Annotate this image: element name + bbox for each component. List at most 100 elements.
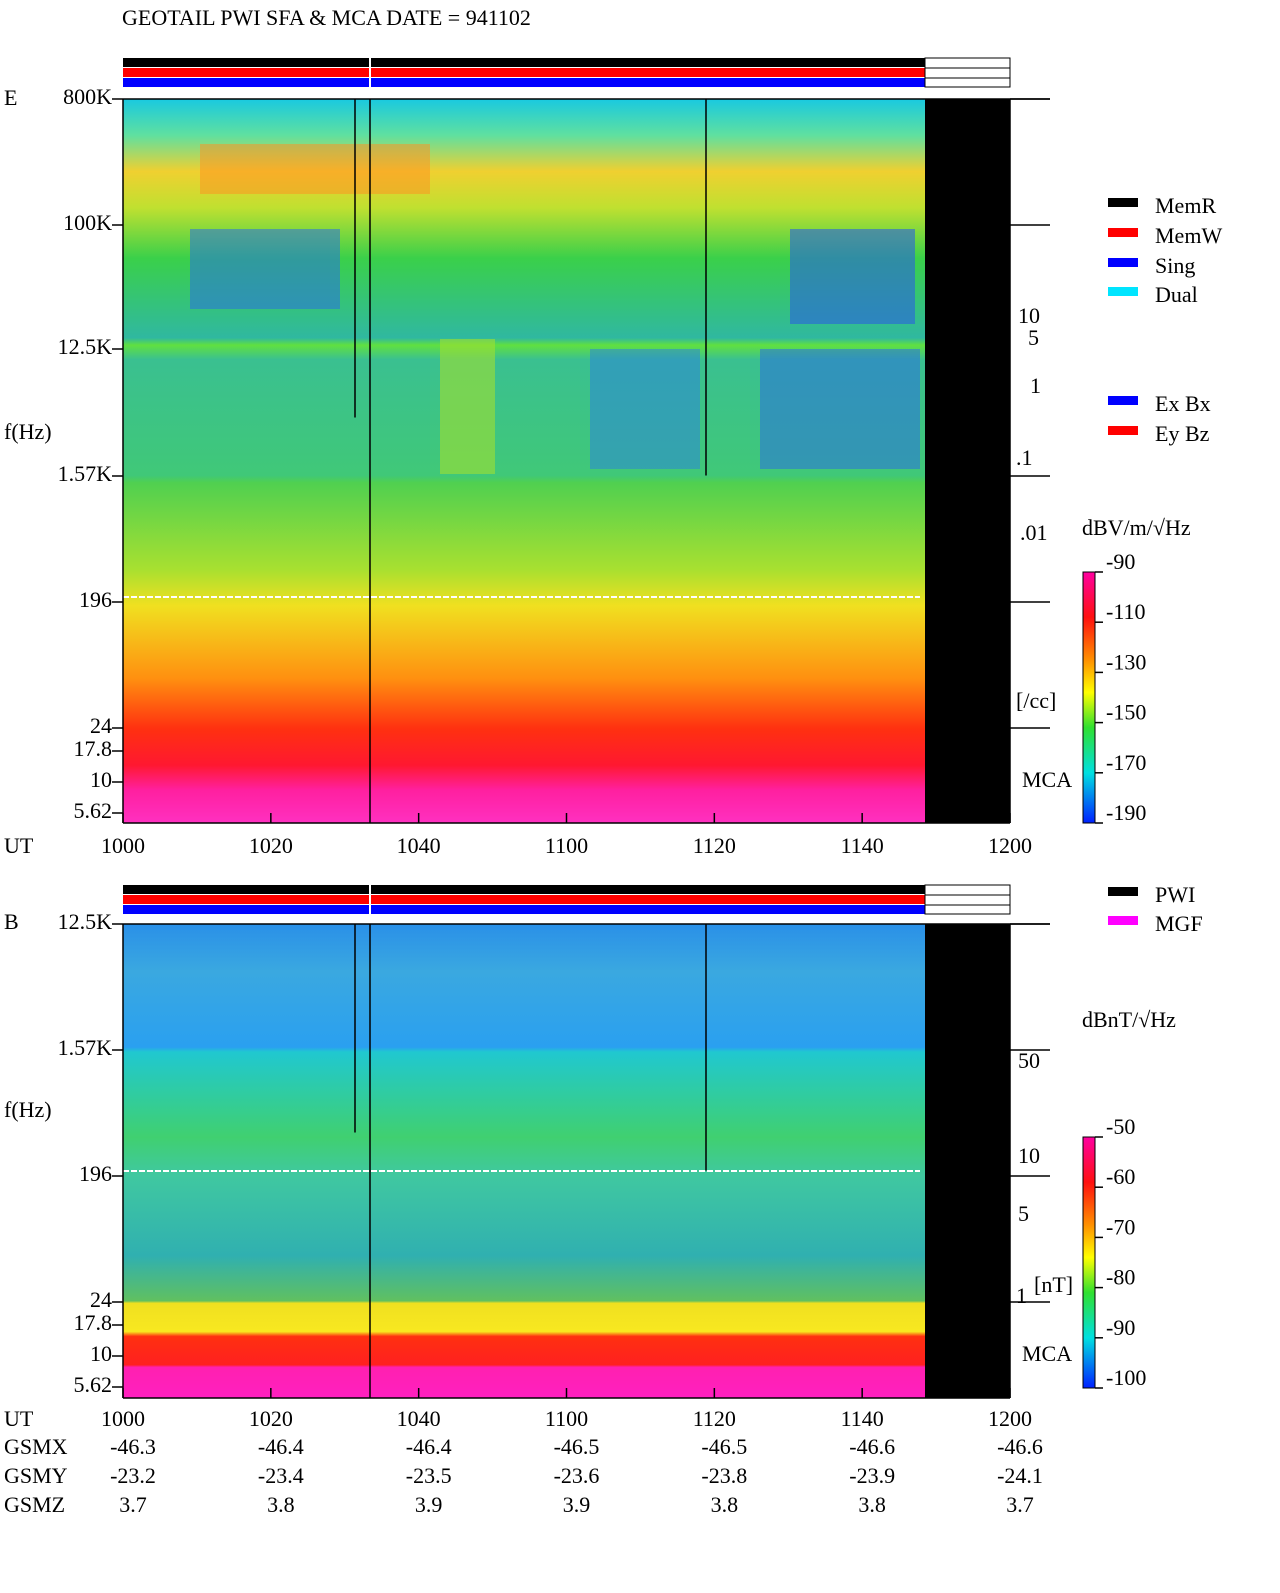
status-memory: [123, 58, 925, 67]
y-tick-label: 196: [79, 1161, 112, 1186]
status-mode: [123, 78, 925, 87]
legend-label: MGF: [1155, 911, 1203, 936]
status-empty: [924, 57, 1011, 88]
legend-swatch: [1108, 258, 1138, 267]
right-scale-label: 10: [1018, 1143, 1040, 1168]
legend-swatch: [1108, 426, 1138, 435]
y-tick-label: 24: [90, 713, 112, 738]
colorbar-tick-label: -90: [1106, 1315, 1135, 1340]
right-scale-label: .1: [1016, 445, 1033, 470]
colorbar-tick-label: -190: [1106, 800, 1146, 825]
x-tick-label: 1000: [101, 1406, 145, 1431]
colorbar-tick-label: -130: [1106, 649, 1146, 674]
orbit-value: -46.5: [701, 1434, 747, 1459]
x-tick-label: 1040: [397, 1406, 441, 1431]
orbit-name: GSMX: [4, 1434, 68, 1459]
mca-label: MCA: [1022, 767, 1072, 792]
right-scale-label: 1: [1016, 1283, 1027, 1308]
orbit-value: -23.4: [258, 1463, 304, 1488]
orbit-value: -46.4: [406, 1434, 452, 1459]
wave-patch: [190, 229, 340, 309]
orbit-value: -23.9: [849, 1463, 895, 1488]
orbit-value: -23.5: [406, 1463, 452, 1488]
x-tick-label: 1020: [249, 1406, 293, 1431]
y-tick-label: 100K: [63, 210, 112, 235]
orbit-value: -23.2: [110, 1463, 156, 1488]
orbit-value: 3.8: [267, 1492, 295, 1517]
orbit-value: -46.6: [849, 1434, 895, 1459]
no-data: [925, 924, 1010, 1398]
legend-swatch: [1108, 287, 1138, 296]
legend-swatch: [1108, 916, 1138, 925]
orbit-value: 3.7: [119, 1492, 147, 1517]
orbit-value: -23.8: [701, 1463, 747, 1488]
wave-patch: [590, 349, 700, 469]
panel-label: E: [4, 85, 17, 110]
y-tick-label: 5.62: [74, 798, 113, 823]
x-tick-label: 1140: [841, 833, 884, 858]
y-tick-label: 196: [79, 587, 112, 612]
legend-swatch: [1108, 887, 1138, 896]
orbit-value: 3.9: [415, 1492, 443, 1517]
panel-label: B: [4, 909, 19, 934]
y-tick-label: 1.57K: [58, 1035, 113, 1060]
x-tick-label: 1140: [841, 1406, 884, 1431]
right-scale-label: .01: [1020, 520, 1048, 545]
legend-label: Ex Bx: [1155, 391, 1211, 416]
wave-patch: [200, 144, 430, 194]
orbit-value: 3.8: [711, 1492, 739, 1517]
colorbar-title: dBnT/√Hz: [1082, 1007, 1176, 1032]
status-empty: [924, 884, 1011, 915]
spectrogram: [123, 924, 925, 1398]
colorbar-tick-label: -70: [1106, 1214, 1135, 1239]
legend-label: Dual: [1155, 282, 1198, 307]
right-scale-label: 5: [1018, 1201, 1029, 1226]
x-tick-label: 1120: [693, 833, 736, 858]
orbit-name: GSMZ: [4, 1492, 65, 1517]
legend-label: PWI: [1155, 882, 1195, 907]
x-tick-label: 1040: [397, 833, 441, 858]
y-tick-label: 12.5K: [58, 909, 113, 934]
legend-label: MemW: [1155, 223, 1222, 248]
y-tick-label: 10: [90, 1341, 112, 1366]
orbit-value: -46.4: [258, 1434, 304, 1459]
orbit-value: -46.5: [554, 1434, 600, 1459]
status-memory-w: [123, 68, 925, 77]
x-tick-label: 1120: [693, 1406, 736, 1431]
mca-label: MCA: [1022, 1341, 1072, 1366]
colorbar-tick-label: -110: [1106, 599, 1146, 624]
colorbar: [1082, 571, 1096, 824]
x-tick-label: 1200: [988, 1406, 1032, 1431]
legend-swatch: [1108, 396, 1138, 405]
x-tick-label: 1100: [545, 833, 588, 858]
right-scale-label: [nT]: [1034, 1272, 1073, 1297]
colorbar: [1082, 1136, 1096, 1389]
y-tick-label: 17.8: [74, 736, 113, 761]
orbit-value: -46.3: [110, 1434, 156, 1459]
y-tick-label: 10: [90, 767, 112, 792]
y-tick-label: 1.57K: [58, 461, 113, 486]
legend-label: Ey Bz: [1155, 421, 1210, 446]
right-scale-label: [/cc]: [1016, 688, 1056, 713]
y-axis-label: f(Hz): [4, 419, 52, 444]
orbit-name: GSMY: [4, 1463, 68, 1488]
legend-label: Sing: [1155, 253, 1195, 278]
orbit-value: -24.1: [997, 1463, 1043, 1488]
colorbar-title: dBV/m/√Hz: [1082, 515, 1191, 540]
status-mode: [123, 905, 925, 914]
orbit-value: -46.6: [997, 1434, 1043, 1459]
x-tick-label: 1020: [249, 833, 293, 858]
wave-patch: [760, 349, 920, 469]
no-data: [925, 99, 1010, 823]
x-tick-label: 1000: [101, 833, 145, 858]
right-scale-label: 5: [1028, 325, 1039, 350]
title: GEOTAIL PWI SFA & MCA DATE = 941102: [122, 5, 531, 30]
x-axis-label: UT: [4, 1406, 34, 1431]
wave-patch: [440, 339, 495, 474]
colorbar-tick-label: -90: [1106, 549, 1135, 574]
colorbar-tick-label: -60: [1106, 1164, 1135, 1189]
y-tick-label: 12.5K: [58, 334, 113, 359]
orbit-value: 3.7: [1006, 1492, 1034, 1517]
